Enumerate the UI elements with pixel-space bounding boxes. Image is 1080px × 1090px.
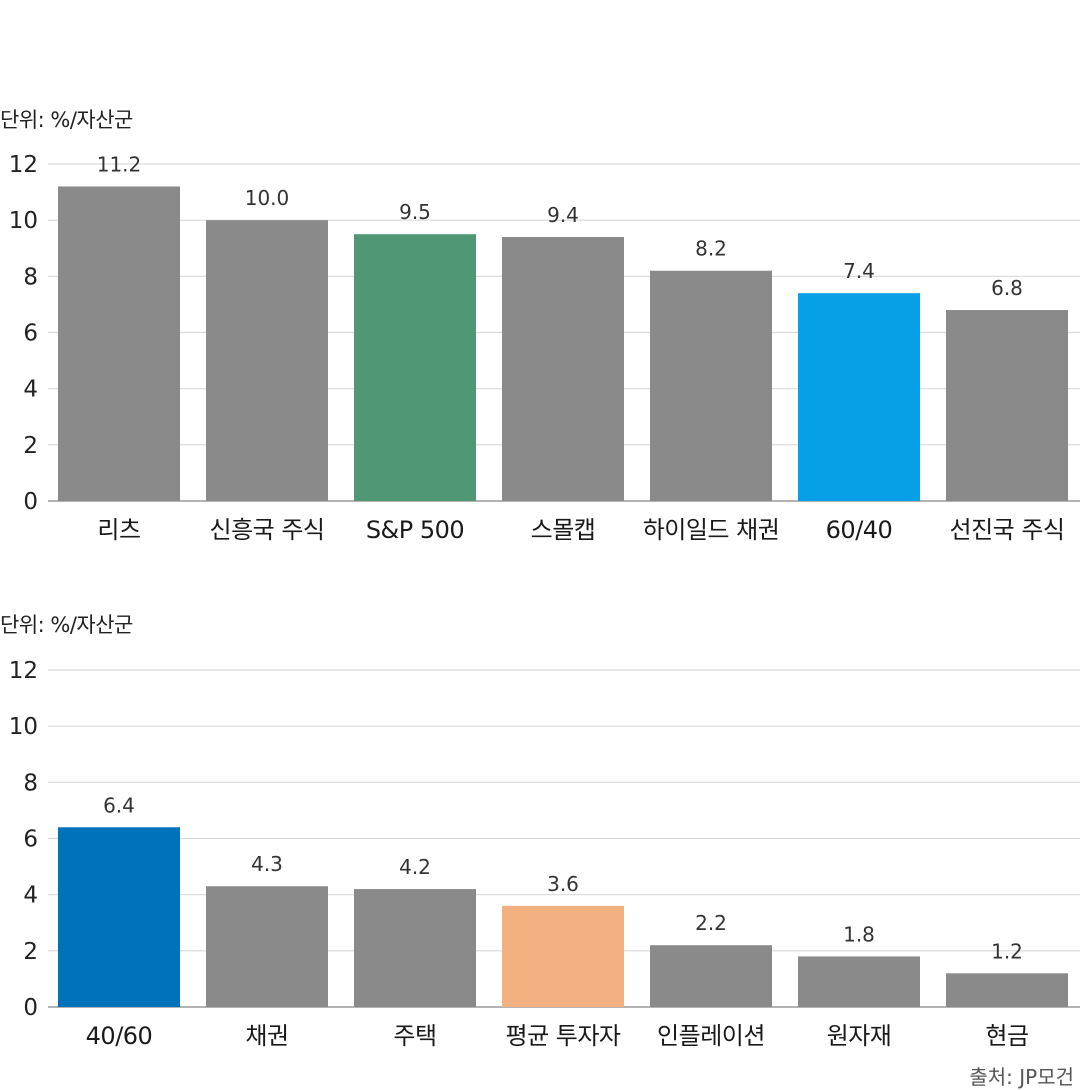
bar-value-label-6: 1.8: [843, 922, 875, 946]
bar-2: [206, 886, 328, 1007]
bar-5: [650, 270, 772, 501]
y-tick-label-4: 4: [23, 377, 38, 403]
category-label-5: 하이일드 채권: [643, 516, 780, 544]
bar-7: [946, 973, 1068, 1007]
chart-bottom: 0 2 4 6 8 10 12 6.4 40/60 4.3 채권 4.2 주택 3.6 평균 투자자 2.2 인…: [9, 658, 1080, 1050]
y-tick-label-6: 6: [23, 321, 38, 347]
bar-3: [354, 889, 476, 1007]
bar-7: [946, 310, 1068, 501]
bar-value-label-4: 9.4: [547, 203, 579, 227]
bar-value-label-5: 2.2: [695, 911, 727, 935]
unit-label-top: 단위: %/자산군: [0, 108, 133, 132]
bar-value-label-3: 9.5: [399, 200, 431, 224]
bar-value-label-1: 11.2: [97, 152, 142, 176]
y-tick-label-12: 12: [9, 658, 38, 684]
y-tick-label-2: 2: [23, 939, 38, 965]
category-label-7: 현금: [985, 1022, 1028, 1050]
bar-value-label-6: 7.4: [843, 259, 875, 283]
bar-6: [798, 293, 920, 501]
y-tick-label-2: 2: [23, 433, 38, 459]
bar-4: [502, 905, 624, 1007]
bar-value-label-1: 6.4: [103, 793, 135, 817]
bar-value-label-4: 3.6: [547, 872, 579, 896]
bar-value-label-5: 8.2: [695, 237, 727, 261]
y-tick-label-0: 0: [23, 995, 38, 1021]
category-label-2: 신흥국 주식: [209, 516, 324, 544]
y-tick-label-8: 8: [23, 770, 38, 796]
bar-1: [58, 186, 180, 501]
bar-value-label-7: 1.2: [991, 939, 1023, 963]
category-label-3: S&P 500: [366, 516, 464, 544]
bar-5: [650, 945, 772, 1007]
category-label-5: 인플레이션: [657, 1022, 765, 1050]
category-label-4: 평균 투자자: [505, 1022, 620, 1050]
bar-value-label-7: 6.8: [991, 276, 1023, 300]
y-tick-label-12: 12: [9, 152, 38, 178]
bar-value-label-2: 10.0: [245, 186, 290, 210]
bar-1: [58, 827, 180, 1007]
unit-label-bottom: 단위: %/자산군: [0, 613, 133, 637]
bar-3: [354, 234, 476, 502]
category-label-6: 60/40: [826, 516, 893, 544]
category-label-1: 40/60: [86, 1022, 153, 1050]
category-label-2: 채권: [245, 1022, 288, 1050]
y-tick-label-0: 0: [23, 489, 38, 515]
y-tick-label-10: 10: [9, 208, 38, 234]
category-label-4: 스몰캡: [531, 516, 596, 544]
y-tick-label-6: 6: [23, 827, 38, 853]
y-tick-label-10: 10: [9, 714, 38, 740]
bar-4: [502, 237, 624, 501]
y-tick-label-8: 8: [23, 264, 38, 290]
category-label-3: 주택: [393, 1022, 436, 1050]
y-tick-label-4: 4: [23, 883, 38, 909]
source-note: 출처: JP모건: [969, 1065, 1074, 1089]
bar-6: [798, 956, 920, 1007]
bar-value-label-2: 4.3: [251, 852, 283, 876]
category-label-7: 선진국 주식: [949, 516, 1064, 544]
bar-2: [206, 220, 328, 501]
category-label-6: 원자재: [827, 1022, 892, 1050]
bar-value-label-3: 4.2: [399, 855, 431, 879]
chart-top: 0 2 4 6 8 10 12 11.2 리츠 10.0 신흥국 주식 9.5 S&P 500 9.4 스몰…: [9, 152, 1080, 544]
category-label-1: 리츠: [97, 516, 140, 544]
